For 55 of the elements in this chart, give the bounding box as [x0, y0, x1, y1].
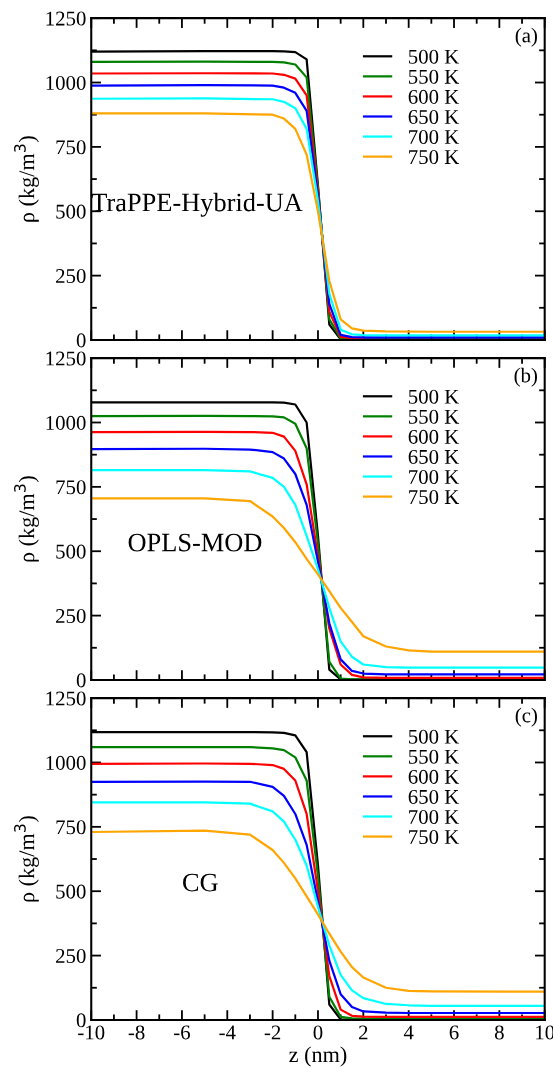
y-tick-label: 500 — [56, 204, 86, 219]
y-tick-label: 0 — [76, 333, 86, 348]
x-tick-label: -4 — [219, 1025, 236, 1040]
legend-label: 550 K — [408, 409, 460, 424]
y-axis-title: ρ (kg/m$^{3}$) — [14, 136, 39, 222]
y-tick-label: 750 — [56, 140, 86, 155]
legend-label: 750 K — [409, 490, 460, 505]
y-tick-label: 250 — [56, 948, 86, 964]
annotation: (c) — [515, 707, 537, 727]
y-tick-label: 750 — [56, 480, 86, 495]
x-tick-label: 4 — [403, 1025, 414, 1040]
legend-label: 700 K — [409, 129, 460, 145]
legend-label: 600 K — [408, 89, 460, 104]
x-tick-label: -8 — [128, 1025, 145, 1040]
legend-label: 650 K — [408, 789, 460, 804]
legend-label: 600 K — [408, 769, 460, 784]
y-tick-label: 1250 — [46, 11, 86, 26]
x-tick-label: 0 — [313, 1025, 323, 1040]
y-axis-title: ρ (kg/m$^{3}$) — [14, 476, 39, 562]
legend-label: 550 K — [408, 749, 460, 764]
x-tick-label: 2 — [359, 1025, 368, 1040]
y-tick-label: 0 — [76, 673, 86, 688]
line-series — [91, 829, 545, 993]
legend-label: 650 K — [408, 449, 460, 464]
x-tick-label: 8 — [494, 1025, 504, 1040]
y-axis-title: ρ (kg/m$^{3}$) — [14, 816, 39, 902]
y-tick-label: 1000 — [46, 415, 86, 430]
y-tick-label: 1000 — [46, 75, 86, 90]
y-tick-label: 1000 — [46, 755, 86, 770]
legend-label: 650 K — [408, 109, 460, 124]
legend-label: 500 K — [408, 729, 460, 744]
x-axis-title: z (nm) — [289, 1046, 347, 1067]
legend-label: 500 K — [408, 389, 460, 404]
legend-label: 750 K — [409, 150, 460, 165]
legend-label: 700 K — [409, 809, 460, 825]
annotation: OPLS-MOD — [128, 533, 262, 552]
annotation: TraPPE-Hybrid-UA — [91, 192, 303, 217]
x-tick-label: -2 — [264, 1025, 281, 1040]
y-tick-label: 250 — [56, 268, 86, 284]
y-tick-label: 250 — [56, 608, 86, 624]
legend-label: 700 K — [409, 469, 460, 485]
legend-label: 750 K — [409, 830, 460, 845]
y-tick-label: 1250 — [46, 351, 86, 366]
x-tick-label: 6 — [449, 1025, 459, 1040]
y-tick-label: 500 — [56, 544, 86, 559]
y-tick-label: 500 — [56, 884, 86, 899]
x-tick-label: -6 — [174, 1025, 190, 1040]
y-tick-label: 750 — [56, 820, 86, 835]
y-tick-label: 1250 — [46, 691, 86, 706]
annotation: (a) — [515, 27, 537, 47]
legend-label: 600 K — [408, 429, 460, 444]
legend-label: 550 K — [408, 69, 460, 84]
legend-label: 500 K — [408, 49, 460, 64]
annotation: (b) — [514, 367, 537, 387]
annotation: CG — [183, 873, 218, 892]
